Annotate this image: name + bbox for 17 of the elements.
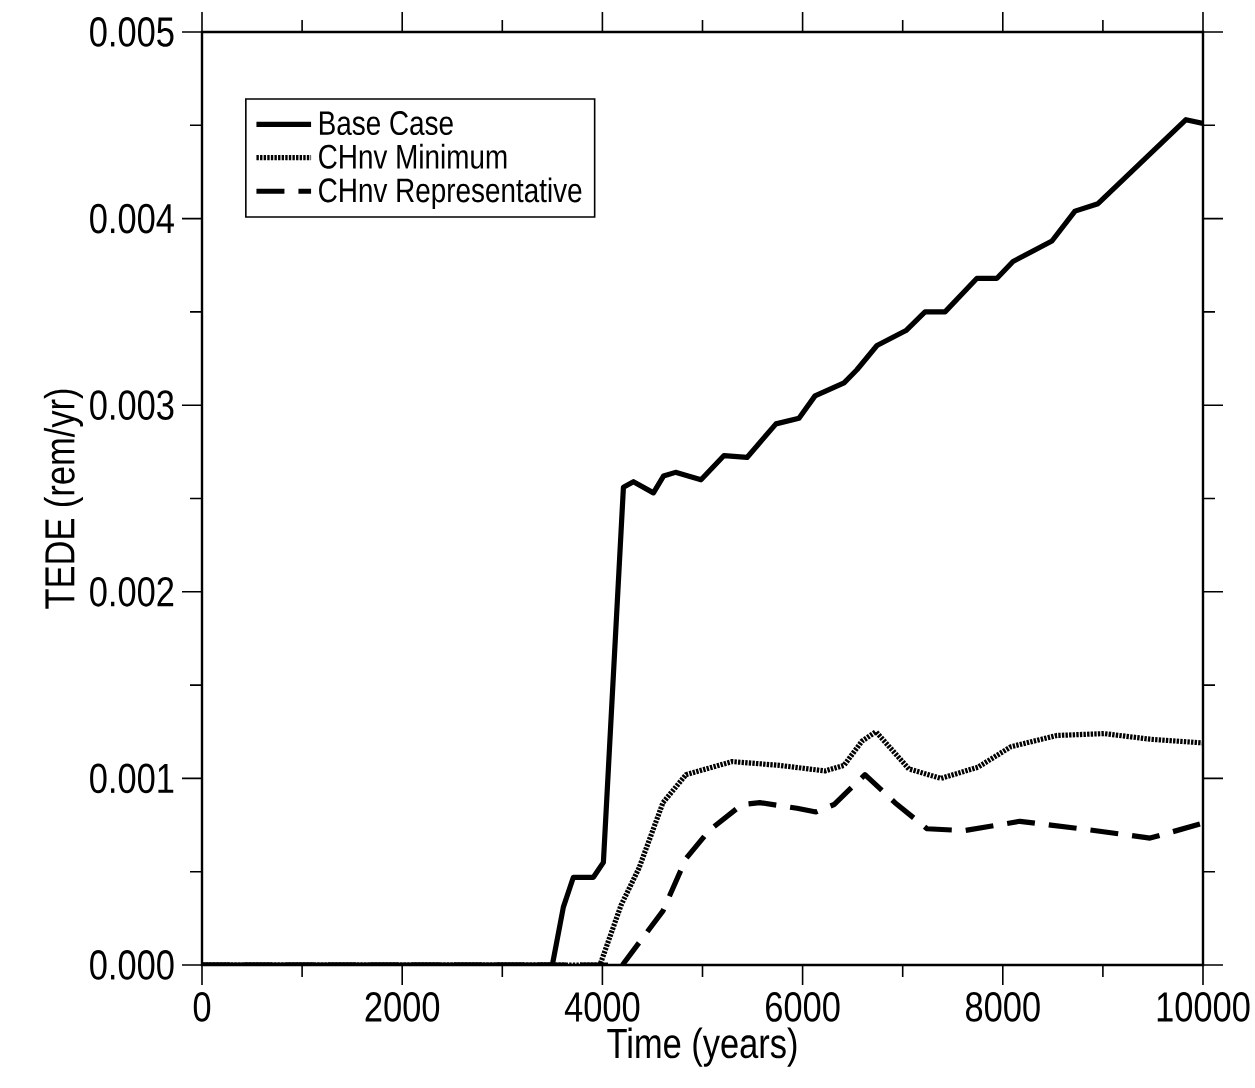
x-tick-label: 2000: [365, 992, 440, 1022]
y-tick-label: 0.002: [90, 576, 174, 607]
y-axis-title: TEDE (rem/yr): [43, 389, 84, 609]
y-tick-label: 0.003: [90, 390, 174, 421]
x-tick-label: 6000: [766, 992, 840, 1022]
y-tick-label: 0.004: [90, 203, 174, 234]
y-tick-label: 0.000: [90, 950, 174, 980]
x-tick-label: 10000: [1157, 992, 1250, 1022]
y-tick-label: 0.001: [90, 763, 174, 794]
x-tick-label: 4000: [564, 992, 640, 1022]
x-tick-label: 8000: [966, 992, 1040, 1022]
legend-label: Base Case: [319, 111, 453, 136]
x-tick-label: 0: [193, 992, 211, 1022]
y-tick-label: 0.005: [90, 17, 174, 47]
legend-label: CHnv Representative: [319, 177, 582, 210]
x-axis-title: Time (years): [607, 1027, 797, 1067]
legend-label: CHnv Minimum: [319, 143, 507, 169]
